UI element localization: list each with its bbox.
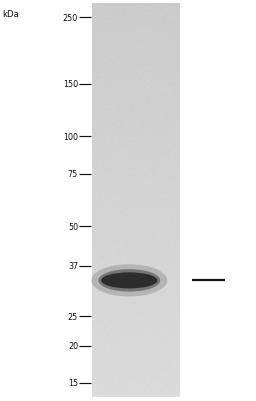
Ellipse shape (101, 273, 157, 289)
Ellipse shape (91, 265, 167, 297)
Text: 150: 150 (63, 80, 78, 89)
Text: kDa: kDa (3, 10, 19, 19)
Text: 250: 250 (63, 14, 78, 22)
Text: 15: 15 (68, 379, 78, 387)
Text: 37: 37 (68, 261, 78, 270)
Ellipse shape (98, 269, 160, 292)
Text: 50: 50 (68, 222, 78, 231)
Text: 20: 20 (68, 341, 78, 350)
Text: 100: 100 (63, 132, 78, 142)
Text: 25: 25 (68, 312, 78, 321)
Text: 75: 75 (68, 170, 78, 179)
